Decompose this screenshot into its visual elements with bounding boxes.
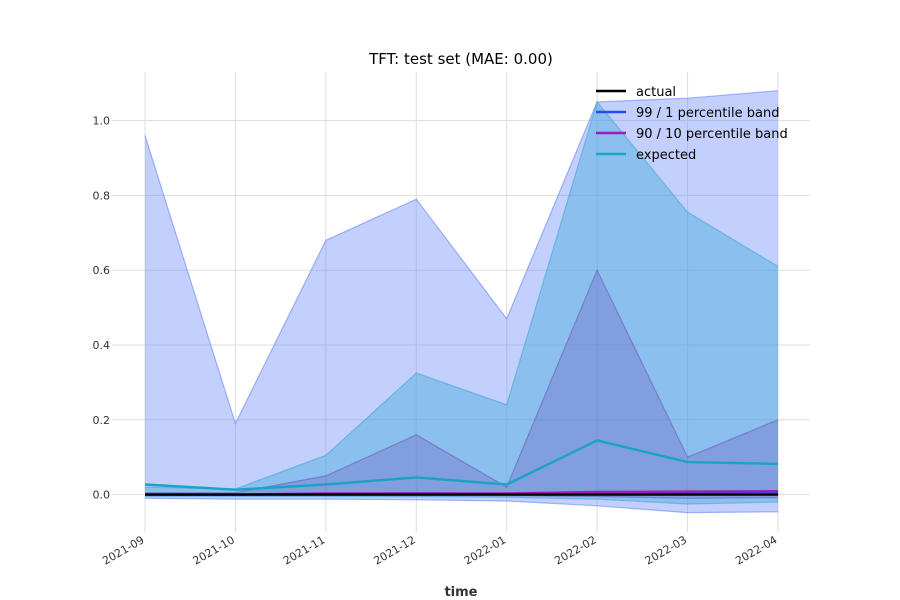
legend: actual 99 / 1 percentile band 90 / 10 perc… <box>596 85 788 163</box>
y-tick-label: 0.0 <box>93 489 111 502</box>
percentile-band-area <box>145 101 778 505</box>
y-tick-label: 0.8 <box>93 189 111 202</box>
legend-label: actual <box>636 85 676 100</box>
x-axis-label: time <box>444 585 477 600</box>
series-line-expected <box>144 439 779 491</box>
percentile-band-lower-edge <box>145 495 779 505</box>
y-tick-label: 0.6 <box>93 264 111 277</box>
percentile-band-lower-edge <box>144 497 779 514</box>
y-tick-label: 1.0 <box>93 115 111 128</box>
percentile-band-area <box>145 90 778 513</box>
y-tick-label: 0.4 <box>93 339 111 352</box>
percentile-band-upper-edge <box>144 90 779 426</box>
line-layer <box>144 439 779 496</box>
percentile-band-upper-edge <box>144 100 779 490</box>
percentile-band-area <box>145 270 778 499</box>
y-tick-label: 0.2 <box>93 414 111 427</box>
legend-label: expected <box>636 148 696 163</box>
legend-label: 99 / 1 percentile band <box>636 106 779 121</box>
legend-label: 90 / 10 percentile band <box>636 127 788 142</box>
grid-layer <box>112 72 810 532</box>
chart-title: TFT: test set (MAE: 0.00) <box>368 50 553 68</box>
band-layer <box>144 90 779 514</box>
